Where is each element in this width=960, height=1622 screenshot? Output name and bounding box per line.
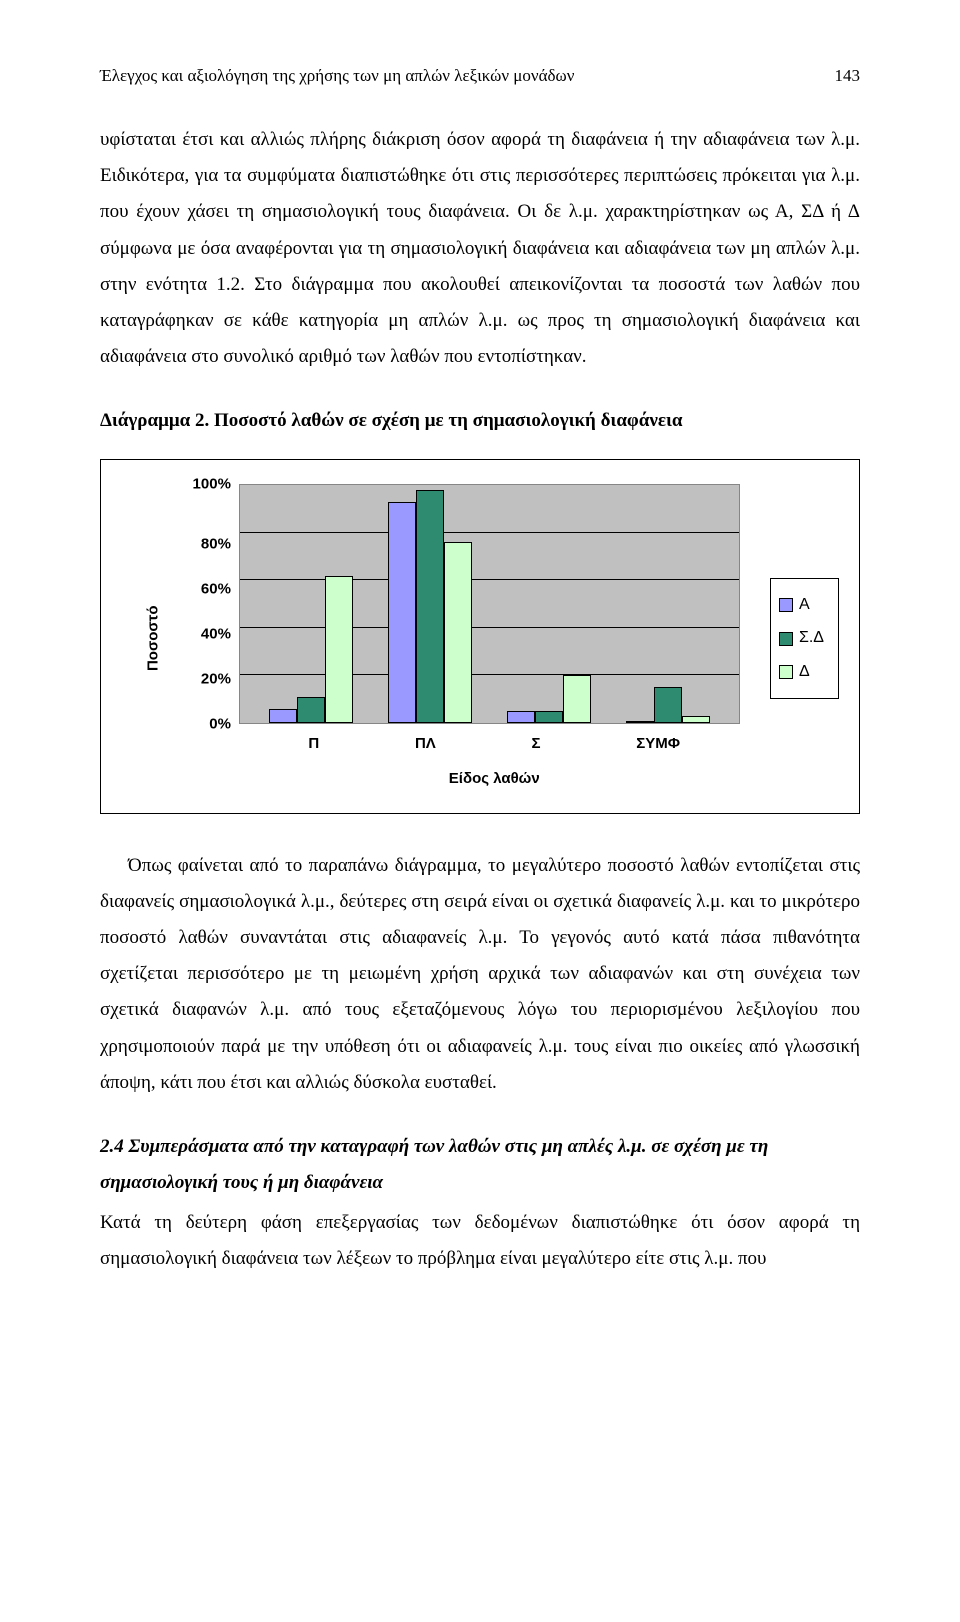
y-ticks: 100%80%60%40%20%0% (193, 484, 239, 724)
section-heading: 2.4 Συμπεράσματα από την καταγραφή των λ… (100, 1129, 860, 1201)
chart-panel: Ποσοστό 100% 80% 60% 40% 20% 0% Π ΠΛ Σ ΣΥΜΦ Είδο… (100, 459, 860, 814)
x-tick: ΣΥΜΦ (636, 730, 680, 759)
y-tick: 80% (201, 537, 231, 552)
y-tick: 40% (201, 627, 231, 642)
legend-swatch (779, 632, 793, 646)
running-header: Έλεγχος και αξιολόγηση της χρήσης των μη… (100, 60, 860, 92)
bar-group (269, 485, 353, 723)
legend-item: Α (779, 590, 824, 620)
x-axis-row: Π ΠΛ Σ ΣΥΜΦ (193, 724, 740, 759)
legend-item: Δ (779, 657, 824, 687)
legend-label: Δ (799, 657, 810, 687)
plot-column: 100%80%60%40%20%0% ΠΠΛΣΣΥΜΦ Είδος λαθών (193, 484, 740, 793)
chart-legend: Α Σ.Δ Δ (770, 578, 839, 699)
bar (444, 542, 472, 723)
bar (325, 576, 353, 724)
bar (269, 709, 297, 723)
running-head-text: Έλεγχος και αξιολόγηση της χρήσης των μη… (100, 60, 574, 92)
bar (416, 490, 444, 723)
paragraph-2: Όπως φαίνεται από το παραπάνω διάγραμμα,… (100, 848, 860, 1101)
bar-group (388, 485, 472, 723)
x-tick: Π (308, 730, 319, 759)
bar (388, 502, 416, 723)
y-tick: 0% (209, 717, 231, 732)
legend-label: Σ.Δ (799, 623, 824, 653)
x-tick: Σ (532, 730, 541, 759)
y-tick: 100% (193, 477, 231, 492)
plot-area (239, 484, 740, 724)
legend-label: Α (799, 590, 810, 620)
x-tick: ΠΛ (415, 730, 436, 759)
x-axis-labels: Π ΠΛ Σ ΣΥΜΦ (249, 724, 740, 759)
legend-swatch (779, 598, 793, 612)
x-axis-label: Είδος λαθών (249, 765, 740, 794)
bar-group (507, 485, 591, 723)
legend-swatch (779, 665, 793, 679)
chart-title: Διάγραμμα 2. Ποσοστό λαθών σε σχέση με τ… (100, 403, 860, 439)
bar (507, 711, 535, 723)
x-label-spacer (193, 765, 249, 794)
x-label-row: Είδος λαθών (193, 765, 740, 794)
bar (563, 675, 591, 723)
bar (654, 687, 682, 723)
bar (535, 711, 563, 723)
y-tick: 60% (201, 582, 231, 597)
chart-area: Ποσοστό 100%80%60%40%20%0% ΠΠΛΣΣΥΜΦ Είδο… (121, 484, 740, 793)
bar (297, 697, 325, 723)
page-number: 143 (835, 60, 861, 92)
plot-row: 100%80%60%40%20%0% (193, 484, 740, 724)
paragraph-1: υφίσταται έτσι και αλλιώς πλήρης διάκρισ… (100, 122, 860, 375)
y-axis-label-wrap: Ποσοστό (121, 484, 193, 793)
bar (682, 716, 710, 723)
bar (626, 721, 654, 723)
y-axis-label: Ποσοστό (140, 606, 169, 672)
y-tick: 20% (201, 672, 231, 687)
paragraph-3: Κατά τη δεύτερη φάση επεξεργασίας των δε… (100, 1205, 860, 1277)
bar-group (626, 485, 710, 723)
legend-item: Σ.Δ (779, 623, 824, 653)
